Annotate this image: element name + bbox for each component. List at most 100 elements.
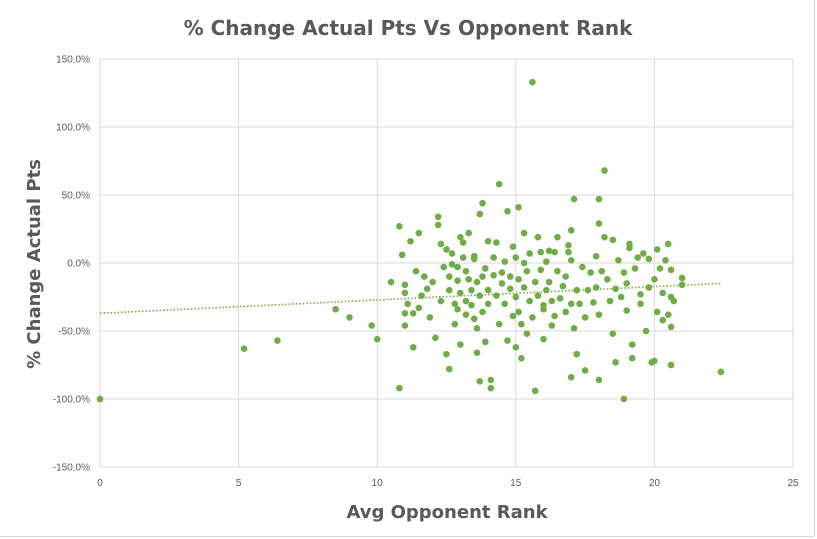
y-tick-label: -50.0% [58,327,90,338]
data-point [501,300,509,308]
data-point [529,314,536,321]
data-point [470,315,478,323]
data-point [512,254,520,261]
data-point [637,290,644,298]
x-tick-label: 0 [97,478,103,489]
data-point [529,78,536,86]
data-point [504,337,511,344]
y-axis-title: % Change Actual Pts [24,159,45,369]
data-point [581,314,589,321]
data-point [548,297,556,305]
data-point [368,322,375,329]
data-point [470,255,478,263]
data-point [454,263,461,271]
data-point [609,330,617,338]
data-point [429,278,436,286]
data-point [598,267,606,275]
data-point [473,349,481,357]
data-point [476,378,484,385]
data-point [518,354,525,362]
data-point [637,300,644,308]
data-point [487,384,495,392]
x-tick-label: 10 [372,478,384,489]
data-point [620,395,628,403]
data-point [615,256,622,264]
data-point [445,273,453,280]
data-point [579,263,586,271]
data-point [332,305,339,313]
data-point [443,246,450,253]
data-point [462,311,470,318]
data-point [501,258,509,265]
data-point [631,265,639,272]
x-tick-label: 5 [236,478,242,489]
data-point [542,286,550,294]
data-point [457,233,464,241]
data-point [565,242,572,249]
data-point [540,305,547,313]
data-point [567,300,575,308]
data-point [504,208,511,215]
data-point [653,246,661,253]
data-point [551,248,558,256]
data-point [465,229,472,237]
data-point [274,337,281,344]
data-point [373,335,381,343]
x-axis-title: Avg Opponent Rank [346,502,548,523]
data-point [415,229,423,237]
data-point [473,278,481,286]
data-point [606,297,614,305]
y-tick-label: 100.0% [56,123,90,134]
data-point [520,284,528,291]
data-point [457,289,464,297]
data-point [401,322,409,329]
data-point [534,233,542,241]
data-point [595,376,603,384]
tick-labels: -150.0% -100.0% -50.0% 0.0% 50.0% 100.0% 150.0… [53,55,799,490]
data-point [537,266,545,274]
data-point [434,221,442,229]
data-point [468,286,475,294]
data-point [573,350,581,358]
data-point [451,300,459,308]
data-point [346,314,353,321]
data-point [554,267,561,275]
data-point [667,323,675,331]
data-point [628,341,636,348]
data-point [545,278,553,286]
data-point [493,292,500,299]
data-point [678,274,686,282]
data-point [523,330,531,338]
data-point [396,222,403,230]
data-point [603,276,611,283]
data-point [506,273,514,280]
data-point [401,310,409,317]
data-point [421,273,428,280]
data-point [495,180,503,188]
data-point [459,254,467,261]
data-point [459,239,467,246]
data-point [537,248,545,256]
data-point [479,199,486,207]
data-point [617,293,625,301]
data-point [415,304,423,312]
data-point [387,278,395,286]
data-point [526,297,533,305]
data-point [396,384,403,392]
data-point [454,305,461,313]
data-point [645,255,653,263]
data-point [445,286,453,294]
data-point [559,282,567,290]
data-point [495,320,503,328]
data-point [404,300,411,308]
data-point [484,237,492,245]
data-point [595,195,603,203]
y-tick-label: -100.0% [53,395,90,406]
data-point [437,240,445,248]
data-point [451,320,459,328]
data-point [482,338,489,346]
data-point [409,310,417,317]
data-point [445,365,453,373]
x-tick-label: 20 [649,478,661,489]
data-point [562,273,569,280]
